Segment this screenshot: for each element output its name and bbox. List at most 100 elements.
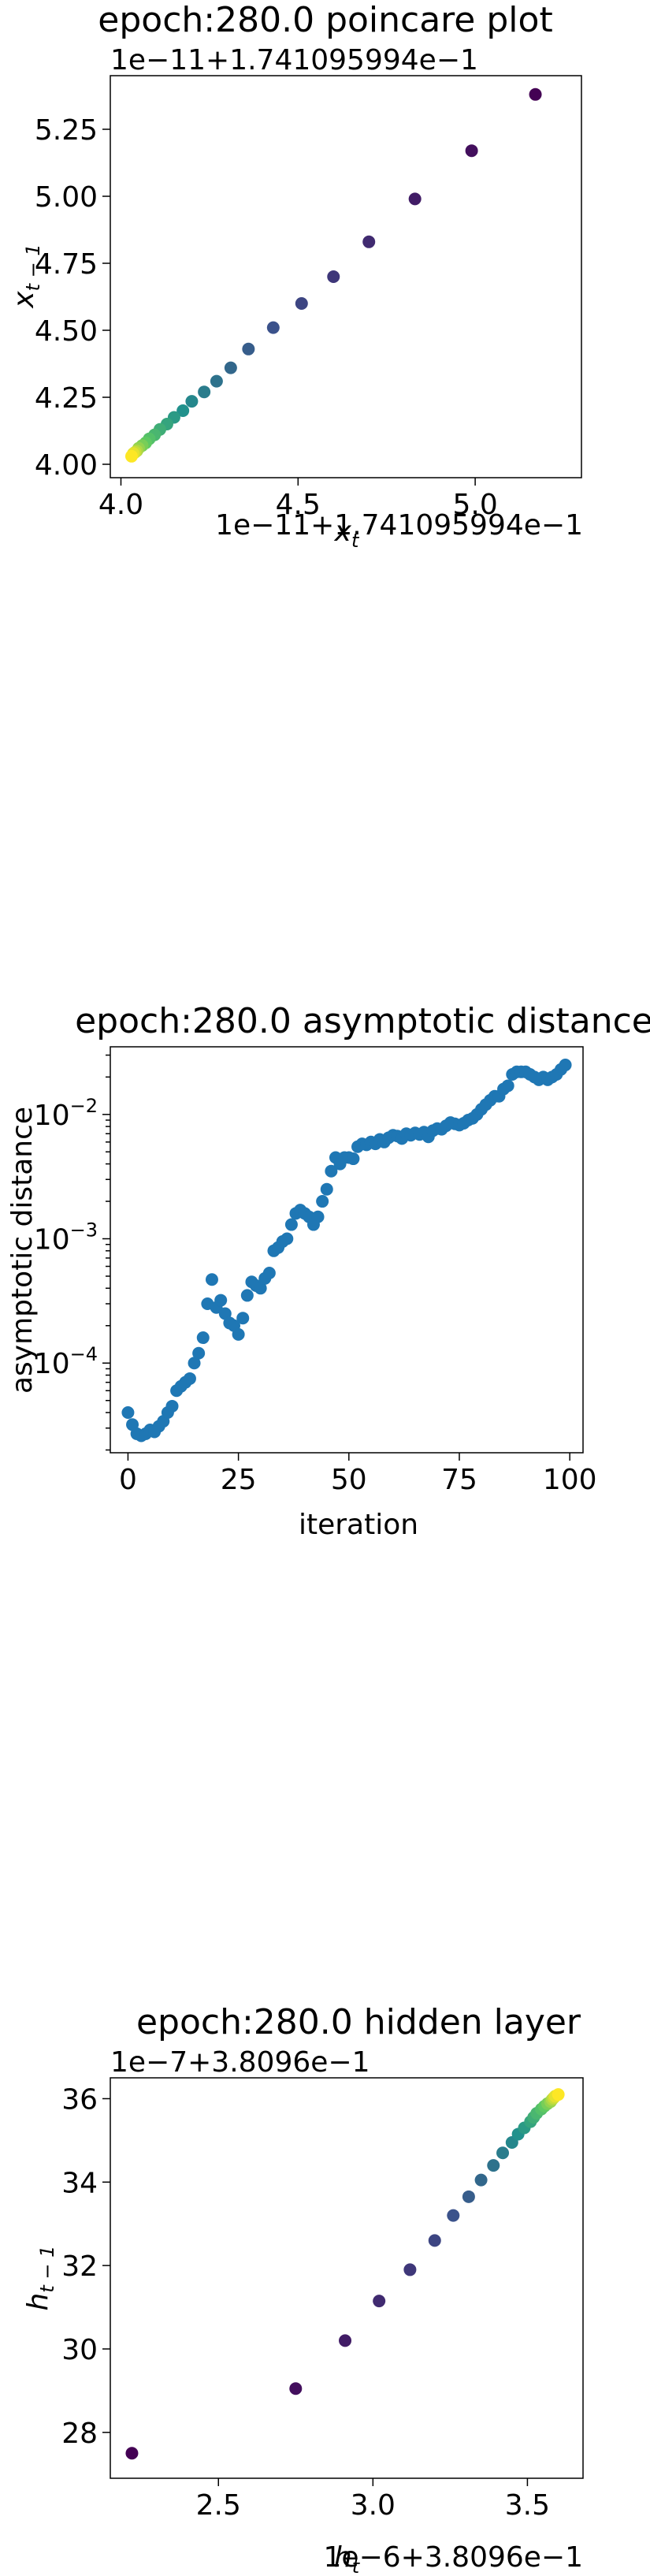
data-point bbox=[316, 1195, 329, 1208]
data-point bbox=[289, 2382, 303, 2395]
y-axis-label: xt − 1 bbox=[8, 244, 44, 308]
data-point bbox=[284, 1218, 298, 1231]
data-point bbox=[124, 449, 138, 463]
y-tick-label: 5.00 bbox=[35, 181, 98, 214]
y-axis-label: ht − 1 bbox=[22, 2246, 58, 2311]
y-offset-label: 1e−7+3.8096e−1 bbox=[110, 2046, 370, 2079]
data-point bbox=[176, 404, 190, 417]
y-tick-label: 28 bbox=[61, 2418, 98, 2450]
chart-title: epoch:280.0 asymptotic distance bbox=[75, 1001, 650, 1041]
x-axis-label: iteration bbox=[299, 1509, 418, 1541]
chart-title: epoch:280.0 hidden layer bbox=[136, 2002, 581, 2042]
y-ticks: 4.00 4.25 4.50 4.75 5.00 5.25 bbox=[35, 114, 110, 482]
data-point bbox=[210, 374, 223, 388]
poincare-plot-chart: epoch:280.0 poincare plot 1e−11+1.741095… bbox=[8, 0, 583, 552]
data-point bbox=[165, 1399, 179, 1413]
x-tick-label: 2.5 bbox=[196, 2489, 241, 2522]
data-point bbox=[205, 1273, 218, 1286]
data-point bbox=[474, 2173, 488, 2187]
y-ticks: 28 30 32 34 36 bbox=[61, 2083, 110, 2450]
x-tick-label: 50 bbox=[331, 1464, 367, 1496]
data-point bbox=[447, 2209, 460, 2222]
data-points bbox=[121, 1059, 572, 1442]
data-point bbox=[362, 235, 376, 248]
data-point bbox=[266, 321, 280, 334]
data-point bbox=[183, 1372, 196, 1385]
data-point bbox=[240, 1289, 254, 1302]
data-point bbox=[465, 144, 478, 158]
data-point bbox=[529, 87, 542, 101]
plot-area bbox=[110, 2077, 584, 2479]
data-point bbox=[462, 2190, 475, 2203]
data-point bbox=[254, 1282, 267, 1295]
data-point bbox=[242, 342, 255, 356]
data-point bbox=[121, 1406, 135, 1420]
data-point bbox=[198, 385, 211, 399]
y-tick-label: 4.25 bbox=[35, 382, 98, 415]
y-tick-label: 32 bbox=[61, 2250, 98, 2283]
data-point bbox=[218, 1307, 232, 1320]
x-offset-label: 1e−11+1.741095994e−1 bbox=[215, 509, 583, 542]
data-point bbox=[262, 1267, 276, 1280]
y-tick-label: 4.75 bbox=[35, 248, 98, 281]
x-tick-label: 4.5 bbox=[276, 489, 321, 521]
y-tick-label: 30 bbox=[61, 2334, 98, 2366]
data-point bbox=[125, 2447, 139, 2460]
y-ticks: 10−4 10−3 10−2 bbox=[34, 1054, 110, 1451]
data-point bbox=[347, 1152, 360, 1166]
y-axis-label: asymptotic distance bbox=[6, 1107, 39, 1394]
y-tick-label: 4.50 bbox=[35, 315, 98, 348]
x-ticks: 0 25 50 75 100 bbox=[119, 1453, 597, 1496]
data-point bbox=[224, 361, 237, 374]
plot-area bbox=[110, 75, 582, 478]
data-point bbox=[325, 1164, 338, 1178]
hidden-layer-chart: epoch:280.0 hidden layer 1e−7+3.8096e−1 … bbox=[22, 2002, 584, 2576]
x-tick-label: 3.0 bbox=[351, 2489, 396, 2522]
data-point bbox=[373, 2295, 386, 2308]
y-tick-label: 10−4 bbox=[34, 1343, 98, 1380]
data-point bbox=[280, 1232, 294, 1245]
data-point bbox=[185, 395, 199, 408]
data-point bbox=[552, 2088, 565, 2101]
data-point bbox=[501, 1079, 514, 1093]
data-point bbox=[236, 1312, 250, 1325]
x-tick-label: 5.0 bbox=[452, 489, 497, 521]
x-offset-label: 1e−6+3.8096e−1 bbox=[324, 2541, 583, 2574]
data-points bbox=[124, 87, 542, 463]
data-point bbox=[403, 2263, 417, 2276]
x-ticks: 4.0 4.5 5.0 bbox=[98, 478, 498, 521]
data-point bbox=[311, 1210, 325, 1223]
y-tick-label: 4.00 bbox=[35, 449, 98, 482]
data-point bbox=[496, 2146, 510, 2160]
x-tick-label: 4.0 bbox=[98, 489, 143, 521]
y-tick-label: 36 bbox=[61, 2083, 98, 2116]
data-point bbox=[188, 1357, 201, 1370]
plot-area bbox=[110, 1046, 584, 1454]
x-ticks: 2.5 3.0 3.5 bbox=[196, 2478, 550, 2522]
data-point bbox=[214, 1294, 228, 1307]
data-point bbox=[295, 297, 308, 310]
data-point bbox=[232, 1327, 245, 1341]
chart-title: epoch:280.0 poincare plot bbox=[98, 0, 552, 40]
data-point bbox=[327, 270, 340, 283]
x-tick-label: 100 bbox=[543, 1464, 597, 1496]
data-point bbox=[428, 2234, 441, 2247]
y-tick-label: 34 bbox=[61, 2167, 98, 2199]
data-point bbox=[320, 1182, 333, 1196]
x-tick-label: 3.5 bbox=[505, 2489, 550, 2522]
data-point bbox=[196, 1331, 210, 1345]
y-offset-label: 1e−11+1.741095994e−1 bbox=[110, 44, 478, 76]
data-point bbox=[487, 2159, 500, 2172]
data-points bbox=[125, 2088, 565, 2460]
asymptotic-distance-chart: epoch:280.0 asymptotic distance 0 25 50 75 1… bbox=[6, 1001, 650, 1541]
x-tick-label: 75 bbox=[441, 1464, 477, 1496]
x-tick-label: 25 bbox=[221, 1464, 257, 1496]
data-point bbox=[408, 192, 422, 206]
y-tick-label: 10−2 bbox=[34, 1095, 98, 1132]
data-point bbox=[192, 1346, 206, 1360]
y-tick-label: 10−3 bbox=[34, 1219, 98, 1256]
x-tick-label: 0 bbox=[119, 1464, 137, 1496]
data-point bbox=[559, 1059, 572, 1072]
y-tick-label: 5.25 bbox=[35, 114, 98, 147]
data-point bbox=[339, 2334, 352, 2347]
